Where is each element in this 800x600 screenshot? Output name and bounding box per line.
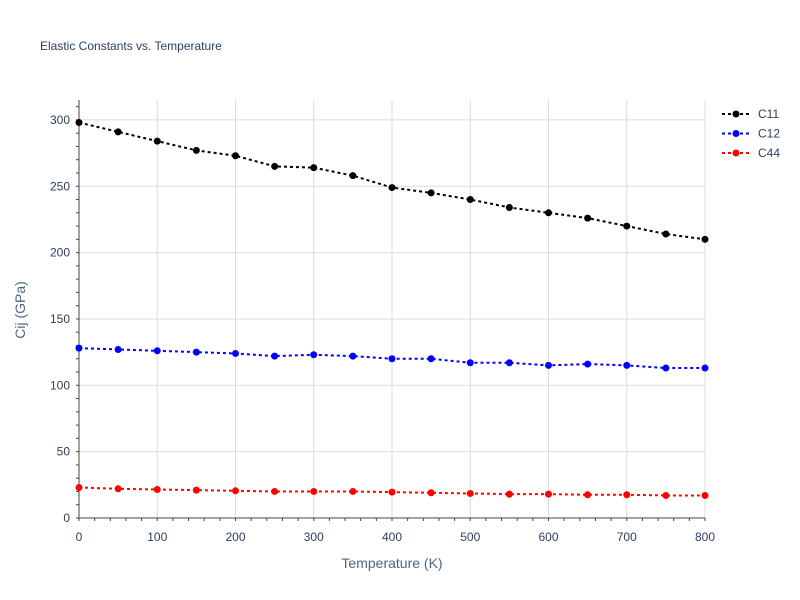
point-c12[interactable] — [153, 347, 161, 355]
legend-item-c11[interactable]: C11 — [722, 107, 779, 121]
point-c44[interactable] — [662, 491, 670, 499]
point-c44[interactable] — [701, 491, 709, 499]
y-tick-label: 300 — [50, 113, 70, 127]
legend-swatch-marker — [732, 149, 740, 157]
point-c44[interactable] — [584, 491, 592, 499]
series-layer — [75, 119, 709, 499]
point-c44[interactable] — [505, 490, 513, 498]
grid-layer — [78, 100, 706, 519]
x-tick-label: 400 — [382, 530, 402, 544]
point-c12[interactable] — [114, 345, 122, 353]
axes-layer — [76, 100, 706, 521]
legend-label: C11 — [758, 107, 779, 121]
point-c44[interactable] — [623, 491, 631, 499]
y-tick-label: 50 — [57, 445, 71, 459]
x-tick-label: 200 — [225, 530, 245, 544]
point-c44[interactable] — [545, 490, 552, 498]
point-c11[interactable] — [545, 209, 552, 217]
point-c11[interactable] — [114, 128, 122, 136]
x-tick-label: 500 — [460, 530, 480, 544]
point-c12[interactable] — [466, 359, 474, 367]
point-c12[interactable] — [388, 355, 396, 363]
point-c11[interactable] — [232, 152, 239, 160]
y-tick-label: 200 — [50, 246, 70, 260]
point-c12[interactable] — [310, 351, 318, 359]
point-c12[interactable] — [427, 355, 435, 363]
chart-title: Elastic Constants vs. Temperature — [40, 39, 222, 53]
y-axis-title: Cij (GPa) — [12, 281, 28, 339]
point-c44[interactable] — [75, 483, 83, 491]
x-tick-label: 100 — [147, 530, 167, 544]
point-c12[interactable] — [662, 364, 670, 372]
point-c11[interactable] — [584, 214, 592, 222]
point-c44[interactable] — [427, 489, 435, 497]
point-c11[interactable] — [75, 119, 83, 127]
point-c44[interactable] — [388, 488, 396, 496]
point-c44[interactable] — [153, 485, 161, 493]
x-tick-label: 700 — [617, 530, 637, 544]
point-c12[interactable] — [505, 359, 513, 367]
legend-label: C44 — [758, 146, 780, 160]
ticks-layer: 0 100 200 300 400 500 600 700 800 0 50 100 150 200 250… — [50, 113, 715, 544]
y-tick-label: 250 — [50, 179, 70, 193]
legend-label: C12 — [758, 127, 780, 141]
point-c44[interactable] — [271, 487, 279, 495]
point-c12[interactable] — [349, 352, 357, 360]
point-c12[interactable] — [232, 349, 239, 357]
point-c12[interactable] — [623, 361, 631, 369]
point-c11[interactable] — [662, 230, 670, 238]
y-tick-label: 150 — [50, 312, 70, 326]
point-c11[interactable] — [310, 164, 318, 172]
point-c11[interactable] — [623, 222, 631, 230]
point-c11[interactable] — [388, 184, 396, 192]
point-c12[interactable] — [545, 361, 552, 369]
legend-item-c12[interactable]: C12 — [722, 127, 780, 141]
x-tick-label: 0 — [76, 530, 83, 544]
point-c44[interactable] — [310, 487, 318, 495]
legend-swatch-marker — [732, 110, 740, 118]
point-c44[interactable] — [192, 486, 200, 494]
point-c12[interactable] — [701, 364, 709, 372]
point-c12[interactable] — [584, 360, 592, 368]
point-c11[interactable] — [505, 203, 513, 211]
point-c12[interactable] — [271, 352, 279, 360]
point-c12[interactable] — [75, 344, 83, 352]
legend-item-c44[interactable]: C44 — [722, 146, 780, 160]
y-tick-label: 100 — [50, 378, 70, 392]
point-c11[interactable] — [192, 146, 200, 154]
x-tick-label: 800 — [695, 530, 715, 544]
point-c12[interactable] — [192, 348, 200, 356]
x-tick-label: 300 — [304, 530, 324, 544]
x-tick-label: 600 — [538, 530, 558, 544]
point-c44[interactable] — [466, 489, 474, 497]
y-tick-label: 0 — [63, 511, 70, 525]
x-axis-title: Temperature (K) — [341, 555, 442, 571]
point-c44[interactable] — [232, 487, 239, 495]
legend-swatch-marker — [732, 130, 740, 137]
point-c11[interactable] — [427, 189, 435, 197]
point-c11[interactable] — [701, 235, 709, 243]
point-c44[interactable] — [114, 485, 122, 493]
legend[interactable]: C11 C12 C44 — [722, 107, 780, 160]
point-c11[interactable] — [271, 162, 279, 170]
point-c11[interactable] — [349, 172, 357, 180]
point-c11[interactable] — [153, 137, 161, 145]
point-c44[interactable] — [349, 487, 357, 495]
point-c11[interactable] — [466, 196, 474, 204]
